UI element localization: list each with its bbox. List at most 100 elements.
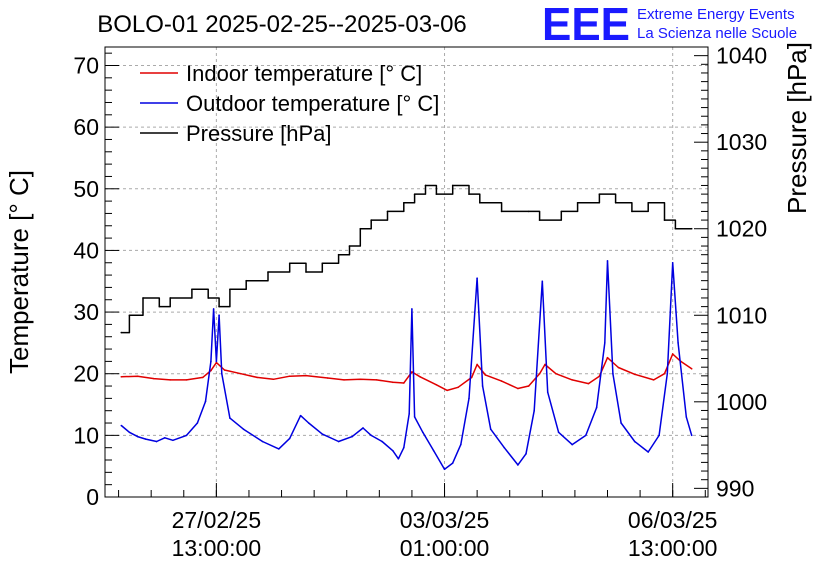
data-point-2	[142, 297, 144, 299]
data-point-0	[457, 386, 459, 389]
data-point-2	[359, 227, 362, 230]
data-point-2	[424, 184, 427, 187]
data-point-1	[261, 440, 264, 443]
data-point-0	[153, 377, 155, 380]
data-point-1	[647, 451, 650, 453]
x-tick-date: 03/03/25	[400, 507, 490, 533]
data-point-1	[136, 435, 139, 438]
data-point-1	[421, 431, 424, 434]
data-point-0	[223, 369, 226, 371]
x-tick-time: 01:00:00	[400, 535, 490, 561]
data-point-1	[362, 427, 364, 429]
data-point-2	[538, 219, 541, 221]
data-point-0	[476, 363, 478, 366]
axes-layer: 0102030405060709901000101010201030104027…	[4, 42, 812, 561]
data-point-0	[500, 380, 503, 382]
data-point-0	[527, 385, 530, 387]
data-point-0	[571, 379, 573, 381]
data-point-1	[595, 406, 598, 409]
data-point-1	[351, 435, 353, 438]
data-point-1	[397, 457, 400, 460]
data-point-0	[343, 379, 345, 381]
y-axis-title-right: Pressure [hPa]	[782, 42, 812, 214]
data-point-2	[267, 271, 269, 273]
data-point-0	[359, 378, 362, 381]
data-point-1	[658, 434, 660, 437]
data-point-1	[413, 416, 416, 418]
data-point-1	[163, 437, 166, 439]
data-point-2	[560, 210, 563, 213]
data-point-1	[517, 464, 519, 466]
data-point-2	[500, 210, 503, 213]
data-point-0	[136, 375, 139, 377]
data-point-1	[677, 342, 679, 344]
data-point-1	[606, 260, 609, 262]
data-point-2	[598, 193, 601, 195]
data-point-1	[671, 261, 674, 264]
data-point-2	[191, 288, 193, 291]
data-point-1	[220, 372, 223, 375]
data-point-2	[663, 219, 666, 221]
data-point-1	[603, 342, 606, 344]
y-axis-title-left: Temperature [° C]	[4, 170, 34, 374]
data-point-0	[256, 376, 258, 379]
data-point-1	[533, 409, 535, 412]
data-point-1	[408, 412, 411, 415]
right-tick-label: 1040	[716, 43, 767, 69]
data-point-1	[307, 422, 310, 424]
data-point-2	[288, 262, 291, 265]
data-point-1	[155, 440, 158, 443]
data-point-1	[370, 434, 372, 437]
left-tick-label: 60	[73, 114, 99, 140]
data-point-0	[411, 371, 413, 373]
data-point-2	[402, 201, 405, 204]
data-point-2	[614, 201, 617, 204]
data-point-1	[451, 462, 454, 464]
data-point-2	[348, 245, 351, 247]
left-tick-label: 50	[73, 176, 99, 202]
series-layer	[120, 184, 693, 471]
eee-logo: EEE	[542, 0, 630, 50]
data-point-1	[381, 440, 383, 443]
data-point-0	[598, 375, 601, 377]
data-point-0	[538, 372, 541, 375]
data-point-2	[207, 297, 210, 299]
data-point-1	[666, 372, 669, 375]
x-tick-date: 27/02/25	[172, 507, 262, 533]
data-point-1	[128, 431, 131, 434]
data-point-0	[517, 387, 519, 390]
data-point-0	[435, 384, 438, 386]
data-point-1	[229, 417, 231, 419]
left-tick-label: 40	[73, 237, 99, 263]
data-point-1	[392, 449, 394, 452]
data-point-1	[690, 434, 693, 437]
org-name-line2: La Scienza nelle Scuole	[637, 25, 797, 42]
right-tick-label: 1010	[716, 302, 767, 328]
data-point-1	[337, 440, 340, 443]
right-tick-label: 1030	[716, 129, 767, 155]
data-point-2	[370, 219, 372, 221]
data-point-2	[690, 227, 693, 230]
data-point-1	[460, 443, 462, 446]
data-point-0	[419, 375, 421, 378]
data-point-2	[576, 201, 579, 204]
data-point-2	[229, 288, 231, 291]
data-point-1	[571, 443, 573, 446]
data-point-2	[386, 210, 389, 213]
data-point-0	[606, 356, 609, 359]
data-point-0	[375, 379, 378, 381]
right-tick-label: 1020	[716, 216, 767, 242]
data-point-1	[144, 438, 147, 440]
data-point-2	[158, 305, 161, 308]
legend-label-2: Pressure [hPa]	[186, 121, 332, 146]
data-point-1	[468, 397, 470, 400]
data-point-1	[204, 400, 207, 403]
data-point-2	[218, 305, 220, 308]
legend-label-1: Outdoor temperature [° C]	[186, 91, 439, 116]
data-point-1	[546, 391, 549, 394]
data-point-0	[663, 372, 666, 375]
data-point-1	[584, 434, 587, 437]
data-point-1	[278, 448, 280, 450]
chart-title: BOLO-01 2025-02-25--2025-03-06	[97, 11, 467, 38]
